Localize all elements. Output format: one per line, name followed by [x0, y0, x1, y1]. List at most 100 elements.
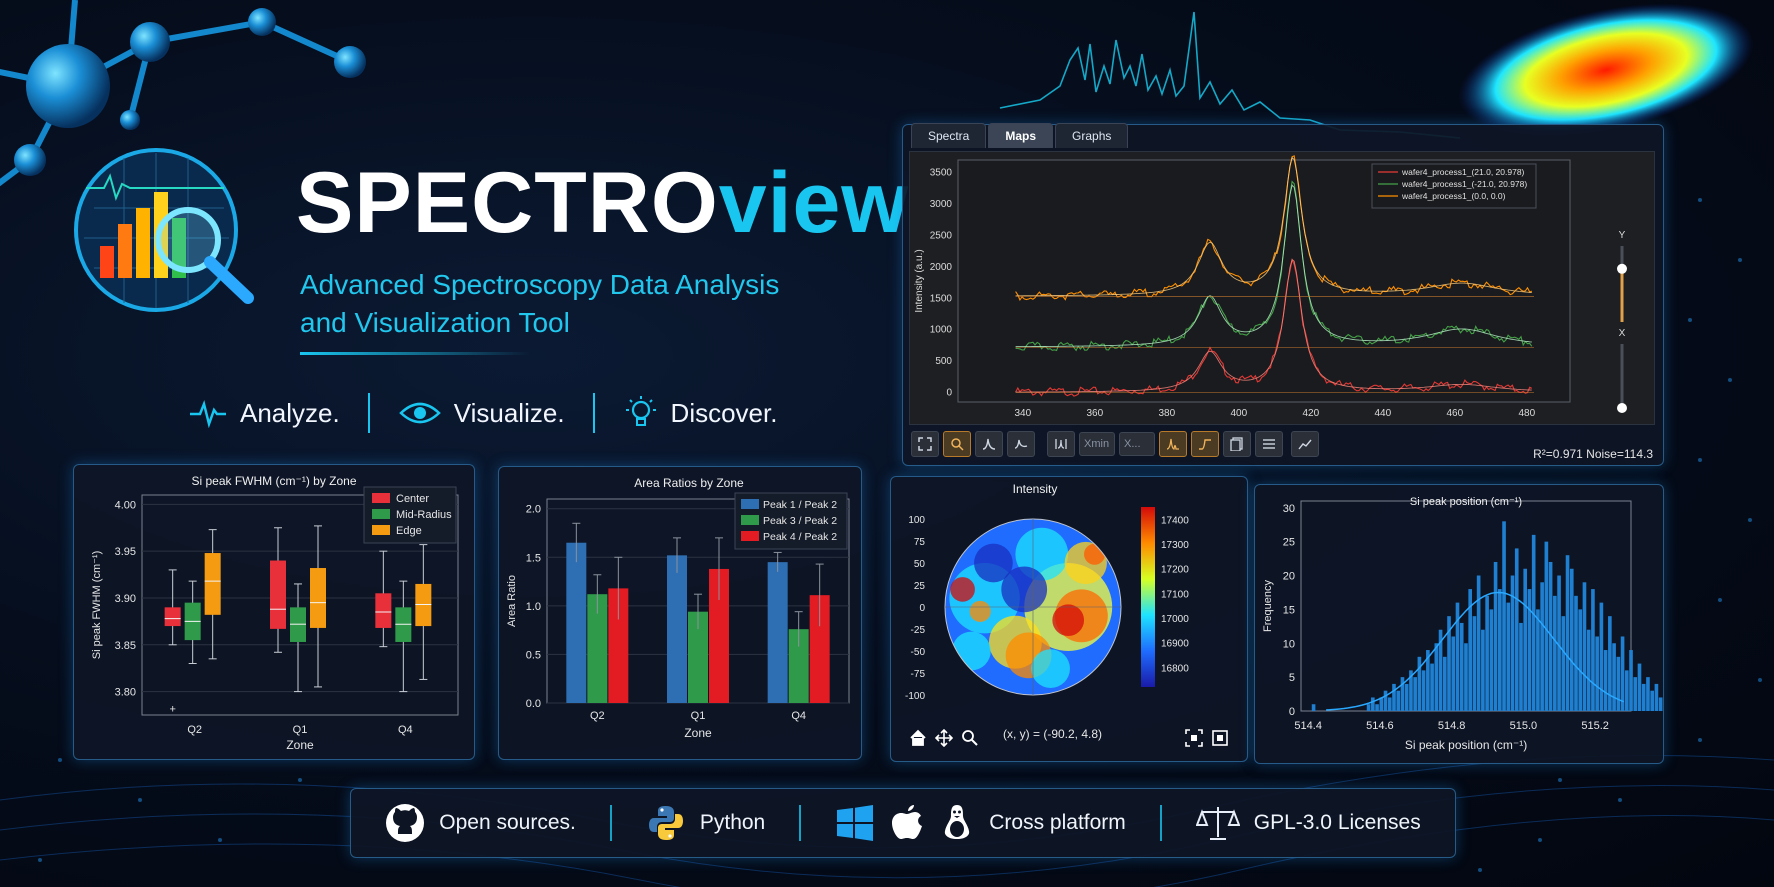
heatmap-region — [974, 543, 1013, 583]
tab-graphs[interactable]: Graphs — [1055, 123, 1129, 148]
histogram-bar — [1582, 582, 1587, 711]
tab-maps[interactable]: Maps — [988, 123, 1054, 148]
heatmap-region — [952, 631, 991, 671]
x-tick-label: Q4 — [791, 710, 806, 722]
features-bar: Open sources. Python Cross platform GPL-… — [350, 788, 1456, 858]
peak-add-button[interactable] — [975, 431, 1003, 457]
lightbulb-icon — [625, 396, 656, 426]
app-subtitle: Advanced Spectroscopy Data Analysis and … — [300, 266, 820, 342]
legend-label: wafer4_process1_(21.0, 20.978) — [1401, 167, 1525, 177]
histogram-bar — [1536, 609, 1540, 711]
outlier-point: + — [169, 703, 175, 715]
heatmap-region — [950, 577, 975, 602]
histogram-bar — [1434, 643, 1439, 711]
y-tick-label: 25 — [914, 581, 926, 592]
python-item: Python — [646, 803, 765, 843]
y-tick-label: 3.85 — [115, 640, 136, 652]
legend-label: wafer4_process1_(-21.0, 20.978) — [1401, 179, 1527, 189]
histogram-bar — [1519, 622, 1523, 711]
spectra-plot: 340 360 380 400 420 440 460 480 0 500 1000 1500 2000… — [914, 155, 1627, 419]
scales-icon — [1195, 807, 1240, 840]
histogram-bar — [1451, 636, 1456, 711]
y-axis-label: Area Ratio — [506, 575, 518, 627]
molecule-atoms — [14, 8, 366, 176]
histogram-bar — [1430, 663, 1434, 711]
heatmap-region — [1084, 543, 1106, 565]
colorbar-tick-label: 17100 — [1161, 589, 1189, 600]
home-icon[interactable] — [909, 729, 927, 747]
fit-line — [1015, 156, 1532, 297]
y-tick-label: 5 — [1289, 672, 1295, 684]
y-tick-label: 10 — [1283, 638, 1295, 650]
histogram-bar — [1658, 697, 1663, 711]
histogram-bar — [1472, 616, 1477, 711]
tab-spectra[interactable]: Spectra — [911, 123, 987, 148]
decor-heatmap-blob — [1458, 3, 1754, 137]
subtitle-line-1: Advanced Spectroscopy Data Analysis — [300, 269, 780, 300]
github-icon — [386, 804, 425, 842]
y-tick-label: 500 — [935, 356, 952, 367]
python-icon — [648, 806, 683, 840]
motto-visualize: Visualize. — [398, 398, 565, 429]
legend-swatch — [372, 509, 390, 519]
y-tick-label: 0 — [1289, 706, 1295, 718]
histogram-bar — [1371, 697, 1375, 711]
x-tick-label: 460 — [1446, 408, 1463, 419]
pan-icon[interactable] — [935, 729, 953, 747]
box — [164, 607, 181, 627]
baseline-button[interactable] — [1007, 431, 1035, 457]
zoom-button[interactable] — [943, 431, 971, 457]
histogram-bar — [1485, 595, 1489, 711]
y-tick-label: 25 — [1283, 537, 1295, 549]
histogram-bar — [1523, 568, 1528, 711]
bar — [709, 568, 729, 703]
heatmap-region — [1064, 541, 1107, 585]
fit-model-button[interactable] — [1191, 431, 1219, 457]
y-axis-label: Frequency — [1262, 580, 1274, 632]
crop-icon[interactable] — [1211, 729, 1229, 747]
histogram-bar — [1650, 690, 1655, 711]
x-tick-label: 420 — [1302, 408, 1319, 419]
histogram-bar — [1569, 568, 1574, 711]
histogram-bar — [1468, 589, 1472, 711]
range-button[interactable] — [1047, 431, 1075, 457]
x-tick-label: 515.0 — [1510, 720, 1538, 732]
histogram-bar — [1442, 656, 1447, 711]
xmin-input[interactable]: Xmin — [1079, 432, 1115, 456]
motto-visualize-label: Visualize. — [453, 397, 565, 428]
xmax-input[interactable]: X... — [1119, 432, 1155, 456]
box — [204, 553, 221, 615]
bar — [809, 595, 830, 703]
list-button[interactable] — [1255, 431, 1283, 457]
histogram-bar — [1586, 629, 1591, 711]
colorbar-tick-label: 16900 — [1161, 639, 1189, 650]
y-tick-label: 0.0 — [526, 698, 541, 710]
legend-swatch — [372, 525, 390, 535]
trend-button[interactable] — [1291, 431, 1319, 457]
copy-button[interactable] — [1223, 431, 1251, 457]
fit-view-button[interactable] — [911, 431, 939, 457]
y-tick-label: 4.00 — [115, 499, 136, 511]
si-peak-histogram: Si peak position (cm⁻¹) 0 5 10 15 20 25 30 514.4… — [1262, 496, 1671, 752]
bar — [788, 629, 809, 703]
histogram-bar — [1459, 622, 1464, 711]
zoom-icon[interactable] — [961, 729, 979, 747]
histogram-bar — [1481, 629, 1485, 711]
baseline-icon — [1014, 439, 1028, 449]
kde-fit-line — [1326, 591, 1625, 711]
heatmap-region — [1001, 566, 1048, 613]
map-nav-toolbar — [909, 729, 979, 747]
x-tick-label: Q1 — [293, 724, 308, 736]
python-label: Python — [699, 811, 766, 834]
histogram-bar — [1612, 643, 1616, 711]
histogram-bar — [1633, 677, 1638, 711]
histogram-bar — [1603, 650, 1608, 711]
footer-divider — [609, 805, 612, 841]
x-tick-label: 515.2 — [1581, 720, 1609, 732]
histogram-bar — [1540, 582, 1544, 711]
select-area-icon[interactable] — [1185, 729, 1203, 747]
fit-peaks-button[interactable] — [1159, 431, 1187, 457]
histogram-bar — [1392, 683, 1396, 711]
fit-peaks-icon — [1166, 438, 1179, 450]
app-title: SPECTROview — [296, 160, 909, 246]
